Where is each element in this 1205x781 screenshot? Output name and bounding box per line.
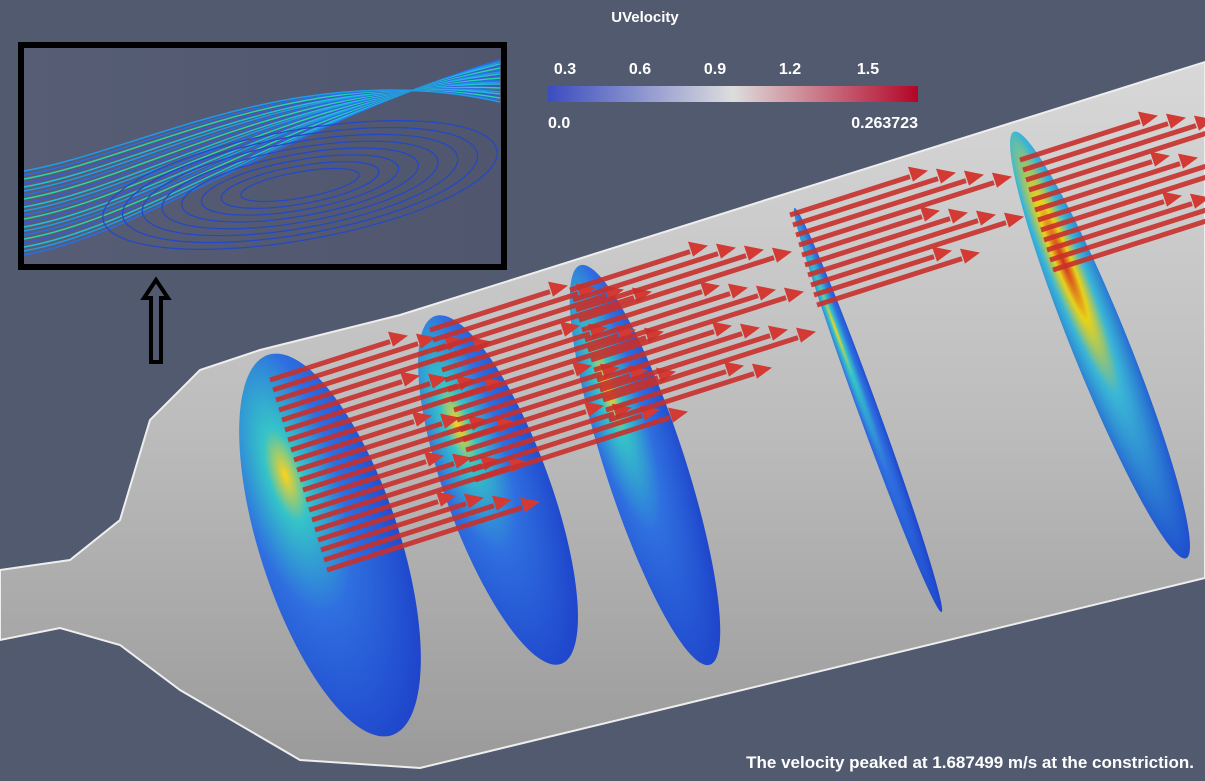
caption: The velocity peaked at 1.687499 m/s at t… (746, 753, 1194, 772)
colorbar-tick: 1.2 (779, 61, 801, 78)
page: UVelocity 0.3 0.6 0.9 1.2 1.5 0.0 0.263723 T… (0, 0, 1205, 781)
colorbar-tick: 1.5 (857, 61, 879, 78)
colorbar-tick: 0.6 (629, 61, 651, 78)
colorbar-tick: 0.9 (704, 61, 726, 78)
colorbar-title: UVelocity (611, 9, 679, 26)
colorbar-tick: 0.3 (554, 61, 576, 78)
colorbar-min: 0.0 (548, 115, 570, 132)
visualization: UVelocity 0.3 0.6 0.9 1.2 1.5 0.0 0.263723 T… (0, 0, 1205, 781)
colorbar-max: 0.263723 (851, 115, 918, 132)
colorbar (548, 86, 918, 102)
